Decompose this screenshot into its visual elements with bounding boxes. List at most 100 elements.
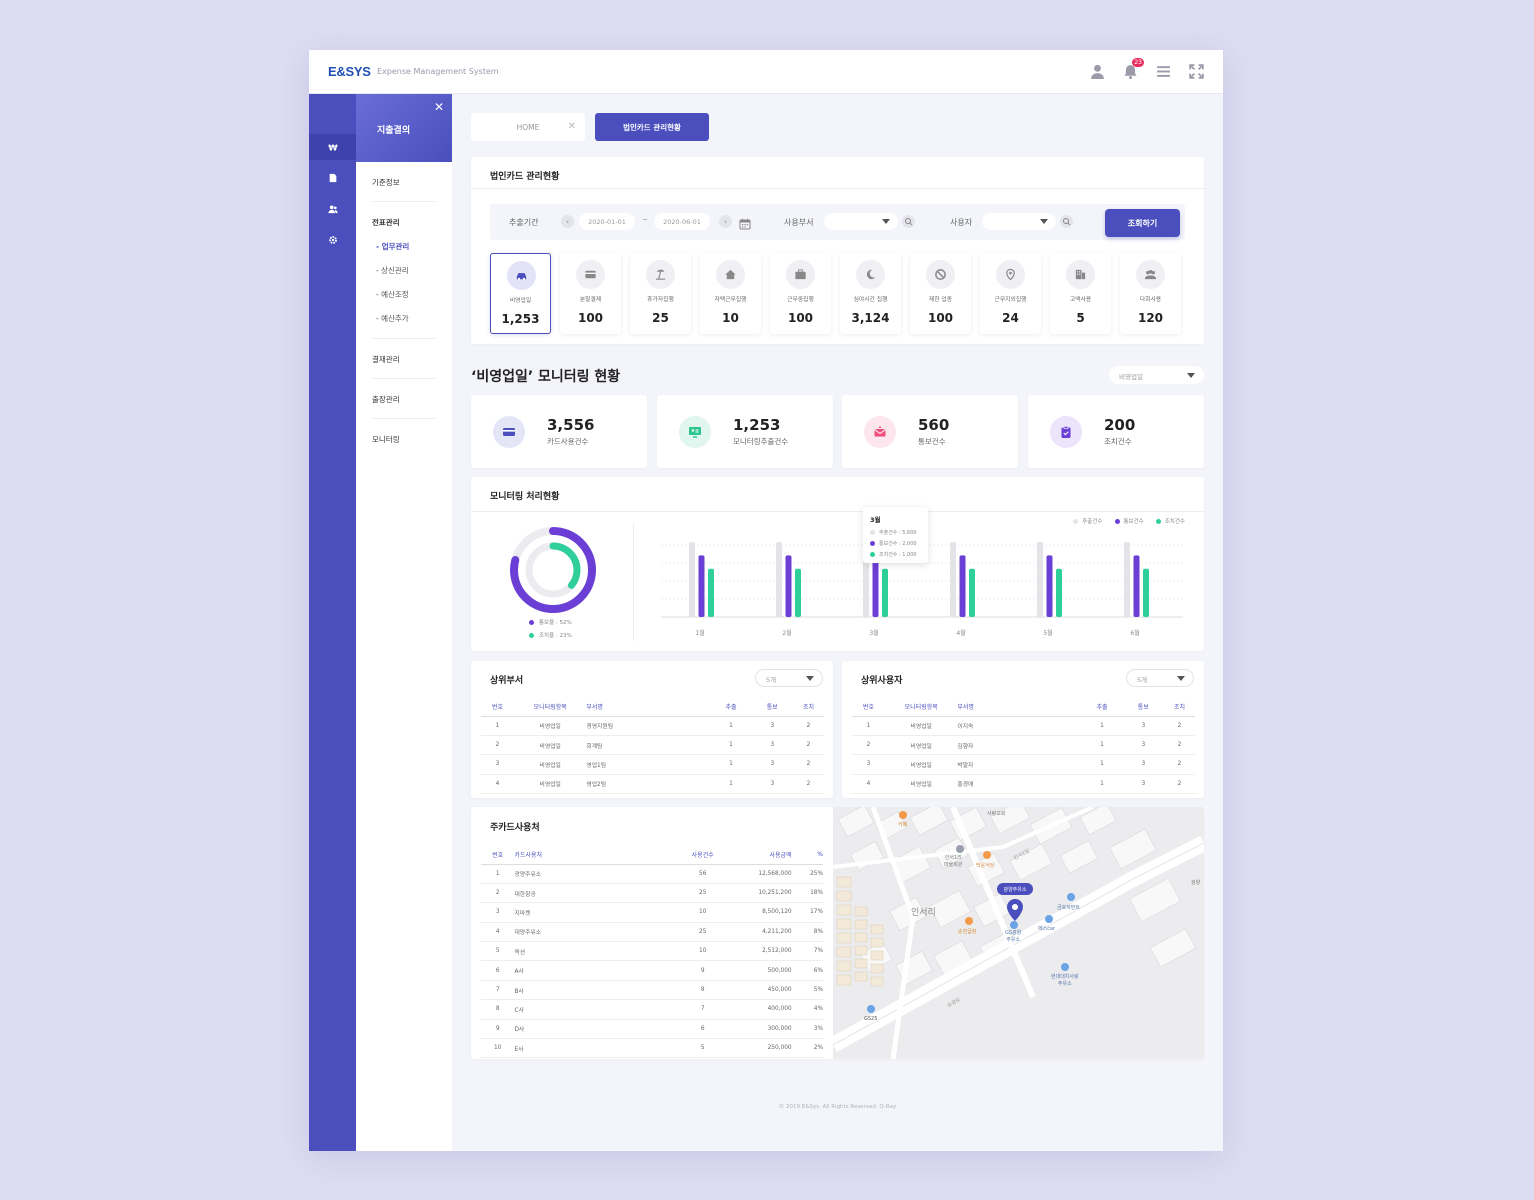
category-card[interactable]: 근무중집행 100 [770, 253, 831, 334]
bar-4-2[interactable] [1056, 568, 1062, 617]
table-cell: 2 [792, 754, 824, 775]
bar-3-0[interactable] [950, 542, 956, 617]
prev-arrow-icon[interactable]: ‹ [561, 215, 574, 228]
bar-0-1[interactable] [698, 555, 705, 617]
table-cell: 7 [671, 999, 735, 1020]
table-cell: 1 [710, 716, 752, 736]
filter-card: 법인카드 관리현황 추출기간 ‹ 2020-01-01 ~ 2020-06-01… [471, 157, 1204, 344]
search-icon[interactable] [902, 215, 915, 228]
menu-sub-work[interactable]: - 업무관리 [376, 242, 410, 251]
bell-icon[interactable]: 23 [1122, 58, 1144, 80]
bar-3-2[interactable] [969, 568, 975, 617]
user-select[interactable] [982, 213, 1056, 230]
tab-card-status[interactable]: 법인카드 관리현황 [595, 113, 709, 141]
table-cell: 영업1팀 [586, 754, 711, 775]
bar-3-1[interactable] [959, 555, 966, 617]
menu-basic-info[interactable]: 기준정보 [372, 162, 436, 202]
home-icon [716, 260, 745, 289]
bar-2-2[interactable] [882, 568, 888, 617]
monitoring-select[interactable]: 비영업일 [1109, 366, 1204, 384]
date-from-input[interactable]: 2020-01-01 [579, 213, 635, 230]
table-row[interactable]: 3 지마켓 10 8,500,120 17% [481, 902, 823, 923]
table-row[interactable]: 4 비영업일 홍경애 1 3 2 [852, 774, 1195, 795]
table-cell: 2 [1163, 774, 1195, 795]
table-row[interactable]: 7 B사 8 450,000 5% [481, 980, 823, 1001]
rail-won-icon[interactable]: ₩ [309, 134, 356, 160]
category-card[interactable]: 비영업일 1,253 [490, 253, 551, 334]
map-view[interactable]: 광양주유소 GS광양 주유소 인서리 인서1리 마을회관 백운식당 순천곱창 금… [829, 807, 1204, 1059]
category-card[interactable]: 제한 업종 100 [910, 253, 971, 334]
rail-users-icon[interactable] [309, 196, 356, 222]
table-row[interactable]: 6 A사 9 500,000 6% [481, 960, 823, 981]
date-to-input[interactable]: 2020-06-01 [654, 213, 710, 230]
menu-voucher[interactable]: 전표관리 [372, 218, 400, 227]
tab-close-icon[interactable]: ✕ [567, 121, 576, 132]
bar-2-1[interactable] [872, 555, 879, 617]
close-icon[interactable]: ✕ [433, 100, 444, 114]
category-card[interactable]: 심야시간 집행 3,124 [840, 253, 901, 334]
table-row[interactable]: 4 비영업일 영업2팀 1 3 2 [481, 774, 824, 795]
table-row[interactable]: 8 C사 7 400,000 4% [481, 999, 823, 1020]
table-row[interactable]: 2 대한항공 25 10,251,200 18% [481, 883, 823, 904]
fullscreen-icon[interactable] [1188, 63, 1205, 80]
top-user-select[interactable]: 5개 [1126, 669, 1194, 687]
process-title: 모니터링 처리현황 [490, 492, 560, 502]
calendar-icon[interactable] [739, 215, 751, 230]
process-chart-card: 모니터링 처리현황 통보율 : 52% 조치율 : 23% 추출건수 통보건수 … [471, 477, 1204, 651]
table-row[interactable]: 10 E사 5 250,000 2% [481, 1038, 823, 1059]
table-row[interactable]: 1 광양주유소 56 12,568,000 25% [481, 864, 823, 884]
action-dot [529, 632, 534, 638]
table-cell: 7 [481, 980, 515, 1001]
table-row[interactable]: 3 비영업일 박말자 1 3 2 [852, 754, 1195, 775]
table-row[interactable]: 2 비영업일 김향자 1 3 2 [852, 735, 1195, 756]
table-row[interactable]: 1 비영업일 경영지원팀 1 3 2 [481, 716, 824, 736]
table-cell: 1 [1081, 754, 1123, 775]
tab-home[interactable]: HOME ✕ [471, 113, 585, 141]
table-row[interactable]: 4 대양주유소 25 4,211,200 8% [481, 922, 823, 943]
bar-1-2[interactable] [795, 568, 801, 617]
logo[interactable]: E&SYS [328, 64, 371, 79]
next-arrow-icon[interactable]: › [719, 215, 732, 228]
table-cell: 6 [481, 960, 515, 981]
top-user-title: 상위사용자 [861, 676, 903, 686]
category-card[interactable]: 근무지외집행 24 [980, 253, 1041, 334]
table-cell: D사 [514, 1019, 672, 1040]
bar-5-1[interactable] [1133, 555, 1140, 617]
x-tick-label: 1월 [695, 629, 704, 637]
bar-1-0[interactable] [776, 542, 782, 617]
menu-monitoring[interactable]: 모니터링 [372, 435, 400, 444]
table-row[interactable]: 5 옥션 10 2,512,000 7% [481, 941, 823, 962]
menu-trip[interactable]: 출장관리 [372, 379, 436, 419]
category-card[interactable]: 휴가자집행 25 [630, 253, 691, 334]
category-value: 5 [1076, 311, 1085, 325]
user-icon[interactable] [1089, 63, 1106, 80]
bar-1-1[interactable] [785, 555, 792, 617]
table-row[interactable]: 1 비영업일 이지숙 1 3 2 [852, 716, 1195, 736]
bar-0-2[interactable] [708, 568, 714, 617]
rail-gear-icon[interactable] [309, 227, 356, 253]
category-card[interactable]: 고액사용 5 [1050, 253, 1111, 334]
bar-0-0[interactable] [689, 542, 695, 617]
menu-sub-submit[interactable]: - 상신관리 [376, 266, 409, 275]
menu-sub-budget-add[interactable]: - 예산추가 [376, 314, 409, 323]
table-row[interactable]: 2 비영업일 회계팀 1 3 2 [481, 735, 824, 756]
table-cell: 8,500,120 [734, 902, 792, 923]
category-card[interactable]: 자택근무집행 10 [700, 253, 761, 334]
top-dept-select[interactable]: 5개 [755, 669, 823, 687]
search-icon[interactable] [1060, 215, 1073, 228]
rail-document-icon[interactable] [309, 165, 356, 191]
table-row[interactable]: 3 비영업일 영업1팀 1 3 2 [481, 754, 824, 775]
table-row[interactable]: 9 D사 6 300,000 3% [481, 1019, 823, 1040]
menu-approval[interactable]: 결재관리 [372, 339, 436, 379]
dept-select[interactable] [824, 213, 898, 230]
menu-sub-budget-adjust[interactable]: - 예산조정 [376, 290, 409, 299]
category-card[interactable]: 분할결제 100 [560, 253, 621, 334]
bar-4-0[interactable] [1037, 542, 1043, 617]
category-label: 휴가자집행 [647, 297, 674, 303]
menu-icon[interactable] [1155, 63, 1172, 80]
category-card[interactable]: 다회사용 120 [1120, 253, 1181, 334]
query-button[interactable]: 조회하기 [1105, 209, 1180, 237]
bar-5-0[interactable] [1124, 542, 1130, 617]
bar-5-2[interactable] [1143, 568, 1149, 617]
bar-4-1[interactable] [1046, 555, 1053, 617]
